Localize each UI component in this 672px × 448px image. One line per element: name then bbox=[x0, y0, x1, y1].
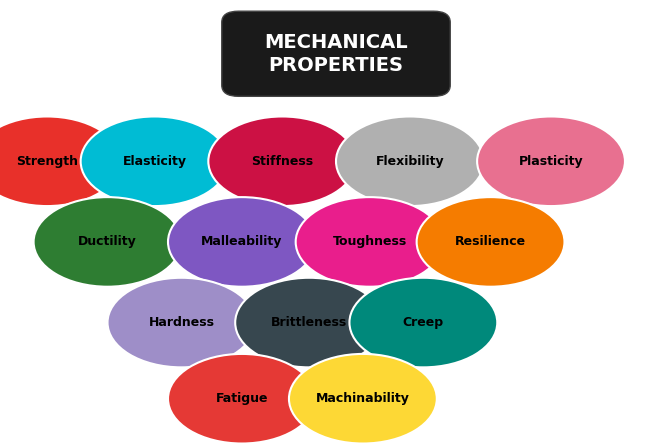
Text: Flexibility: Flexibility bbox=[376, 155, 444, 168]
Text: Stiffness: Stiffness bbox=[251, 155, 313, 168]
FancyBboxPatch shape bbox=[222, 11, 450, 96]
Text: Creep: Creep bbox=[403, 316, 444, 329]
Text: Machinability: Machinability bbox=[316, 392, 410, 405]
Ellipse shape bbox=[477, 116, 625, 206]
Ellipse shape bbox=[235, 278, 383, 367]
Ellipse shape bbox=[417, 197, 564, 287]
Text: Ductility: Ductility bbox=[78, 235, 137, 249]
Text: MECHANICAL
PROPERTIES: MECHANICAL PROPERTIES bbox=[264, 33, 408, 75]
Ellipse shape bbox=[168, 197, 316, 287]
Ellipse shape bbox=[34, 197, 181, 287]
Ellipse shape bbox=[81, 116, 228, 206]
Text: Toughness: Toughness bbox=[333, 235, 407, 249]
Ellipse shape bbox=[349, 278, 497, 367]
Text: Hardness: Hardness bbox=[149, 316, 214, 329]
Text: Brittleness: Brittleness bbox=[271, 316, 347, 329]
Ellipse shape bbox=[289, 354, 437, 444]
Text: Resilience: Resilience bbox=[455, 235, 526, 249]
Text: Fatigue: Fatigue bbox=[216, 392, 268, 405]
Ellipse shape bbox=[0, 116, 121, 206]
Text: Malleability: Malleability bbox=[201, 235, 283, 249]
Text: Elasticity: Elasticity bbox=[122, 155, 187, 168]
Ellipse shape bbox=[208, 116, 356, 206]
Ellipse shape bbox=[168, 354, 316, 444]
Ellipse shape bbox=[336, 116, 484, 206]
Ellipse shape bbox=[296, 197, 444, 287]
Ellipse shape bbox=[108, 278, 255, 367]
Text: Strength: Strength bbox=[16, 155, 78, 168]
Text: Plasticity: Plasticity bbox=[519, 155, 583, 168]
